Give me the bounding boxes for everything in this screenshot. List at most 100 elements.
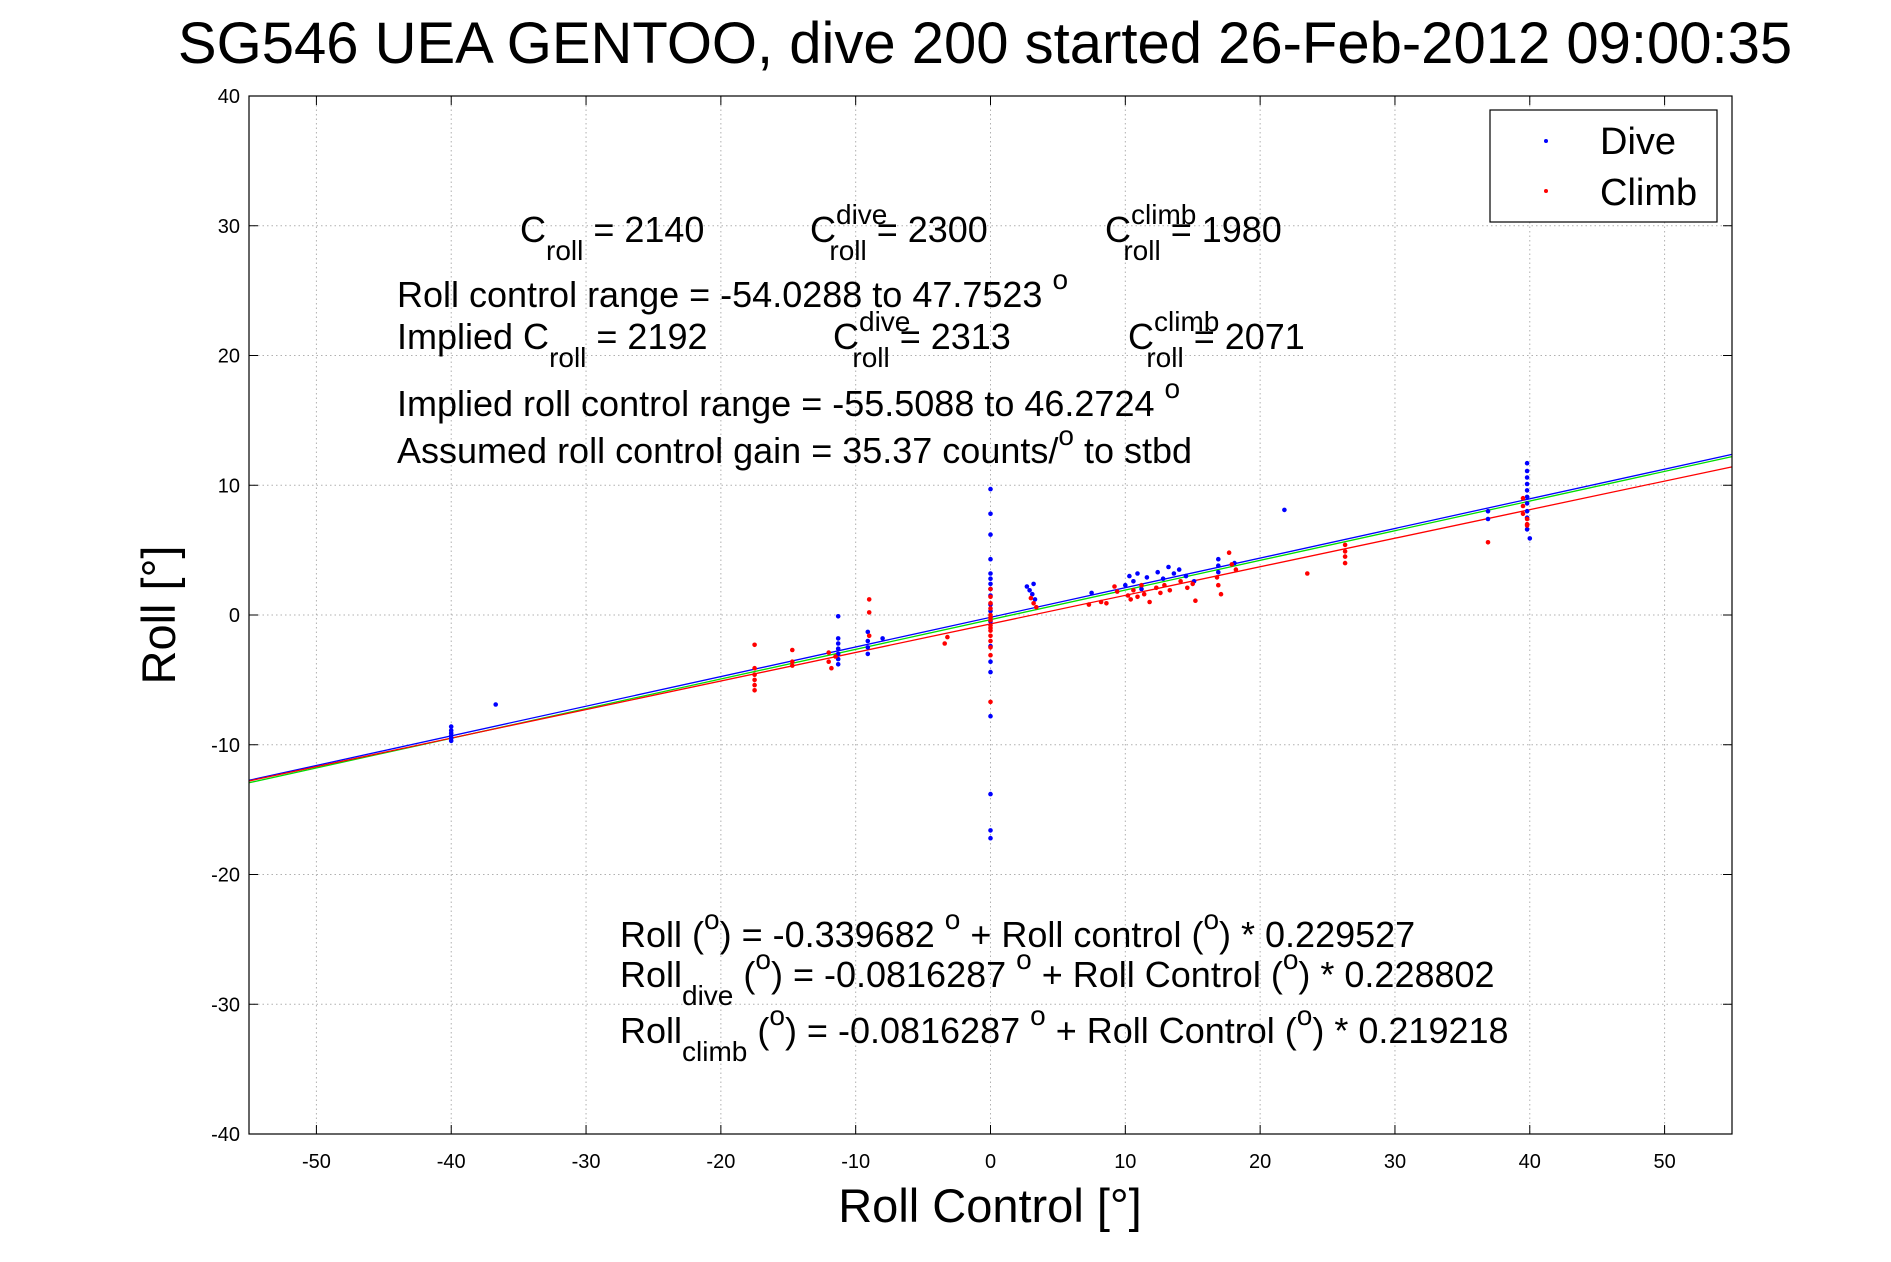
annotation-implied-c-roll-dive: Cdive roll = 2313 (833, 306, 1011, 373)
data-point-climb (752, 682, 757, 688)
data-point-dive (835, 641, 841, 646)
annotation-part: C (810, 209, 836, 250)
legend-label-climb: Climb (1600, 172, 1697, 214)
x-tick-label: 20 (1249, 1151, 1271, 1173)
data-point-climb (1162, 582, 1167, 588)
data-point-dive (865, 651, 871, 657)
data-point-climb (1520, 495, 1526, 501)
data-point-dive (865, 629, 871, 635)
legend-box (1489, 109, 1718, 223)
annotation-part: o (1297, 1000, 1313, 1031)
data-point-climb (1158, 590, 1163, 596)
annotation-part: Implied roll control range = -55.5088 to… (397, 383, 1165, 424)
data-point-dive (1160, 576, 1166, 581)
annotation-fit-dive: Rolldive (o) = -0.0816287 o + Roll Contr… (620, 944, 1495, 1011)
data-point-climb (752, 677, 757, 683)
chart-title: SG546 UEA GENTOO, dive 200 started 26-Fe… (178, 11, 1792, 76)
y-axis-label: Roll [°] (132, 546, 185, 685)
data-point-dive (1524, 494, 1530, 500)
annotation-part: o (1058, 420, 1074, 451)
annotation-part: o (945, 904, 961, 935)
annotation-part: o (1016, 944, 1032, 975)
annotation-part: Roll control range = -54.0288 to 47.7523 (397, 274, 1052, 315)
data-point-dive (988, 791, 993, 797)
annotation-part: dive (682, 980, 733, 1011)
data-point-dive (1527, 536, 1533, 541)
data-point-climb (826, 650, 831, 655)
data-point-climb (1147, 599, 1152, 605)
annotation-part: o (1052, 264, 1068, 295)
data-point-dive (1123, 582, 1128, 588)
data-point-climb (1128, 597, 1133, 602)
x-tick-label: 40 (1519, 1151, 1541, 1173)
data-point-dive (835, 646, 841, 651)
annotation-part: to stbd (1074, 430, 1192, 471)
annotation-part: roll (549, 342, 586, 373)
annotation-part: Roll ( (620, 914, 704, 955)
data-point-climb (1520, 503, 1526, 509)
data-point-climb (1218, 591, 1224, 597)
data-point-dive (988, 828, 993, 833)
data-point-dive (988, 556, 993, 562)
annotation-implied-c-roll: Implied Croll = 2192 (397, 316, 708, 373)
data-point-climb (942, 641, 947, 646)
x-tick-label: 50 (1653, 1151, 1675, 1173)
x-tick-label: -10 (841, 1151, 870, 1173)
series-climb (752, 495, 1530, 705)
annotation-part: Roll (620, 1010, 682, 1051)
data-point-dive (988, 571, 993, 576)
data-point-climb (988, 615, 993, 620)
annotation-part: = 2140 (583, 209, 704, 250)
data-point-climb (988, 699, 993, 705)
data-point-dive (835, 636, 841, 641)
data-point-dive (1135, 571, 1140, 576)
data-point-dive (1027, 588, 1032, 593)
data-point-dive (865, 638, 871, 644)
annotation-part: Roll (620, 954, 682, 995)
annotation-part: ) = -0.0816287 (785, 1010, 1030, 1051)
annotation-part: ) * 0.229527 (1219, 914, 1415, 955)
annotation-part: climb (1131, 199, 1196, 230)
data-point-climb (988, 638, 993, 644)
annotation-part: + Roll Control ( (1046, 1010, 1297, 1051)
x-tick-label: 30 (1384, 1151, 1406, 1173)
annotation-part: = 2300 (867, 209, 988, 250)
annotation-c-roll-climb: Cclimb roll = 1980 (1105, 199, 1282, 266)
y-tick-label: -10 (211, 735, 240, 757)
data-point-climb (1167, 588, 1173, 593)
data-point-dive (1127, 573, 1132, 579)
data-point-climb (1190, 581, 1195, 587)
y-tick-label: -40 (211, 1124, 240, 1146)
annotation-c-roll-dive: Cdive roll = 2300 (810, 199, 988, 266)
data-point-dive (1030, 591, 1035, 597)
data-point-dive (1176, 567, 1182, 572)
annotation-part: roll (546, 235, 583, 266)
data-point-dive (835, 614, 841, 619)
annotation-part: + Roll control ( (960, 914, 1203, 955)
data-point-dive (1024, 584, 1030, 589)
data-point-dive (1485, 508, 1491, 514)
data-point-climb (988, 606, 993, 611)
data-point-climb (1028, 595, 1034, 601)
y-tick-label: 30 (218, 216, 240, 238)
y-tick-label: 40 (218, 86, 240, 108)
annotation-part: o (1283, 944, 1299, 975)
y-tick-label: 10 (218, 475, 240, 497)
data-point-dive (1216, 563, 1221, 568)
data-point-climb (1485, 540, 1491, 545)
data-point-climb (866, 610, 872, 615)
data-point-climb (866, 633, 872, 639)
data-point-climb (988, 625, 993, 631)
data-point-climb (1114, 589, 1120, 594)
data-point-dive (1089, 590, 1094, 596)
x-tick-label: -30 (572, 1151, 601, 1173)
data-point-climb (829, 665, 834, 671)
data-point-climb (988, 601, 993, 606)
data-point-dive (1524, 501, 1530, 506)
annotation-part: + Roll Control ( (1032, 954, 1283, 995)
data-point-dive (1031, 581, 1036, 587)
data-point-dive (880, 636, 885, 641)
legend-label-dive: Dive (1600, 121, 1676, 163)
annotation-part: o (769, 1000, 785, 1031)
